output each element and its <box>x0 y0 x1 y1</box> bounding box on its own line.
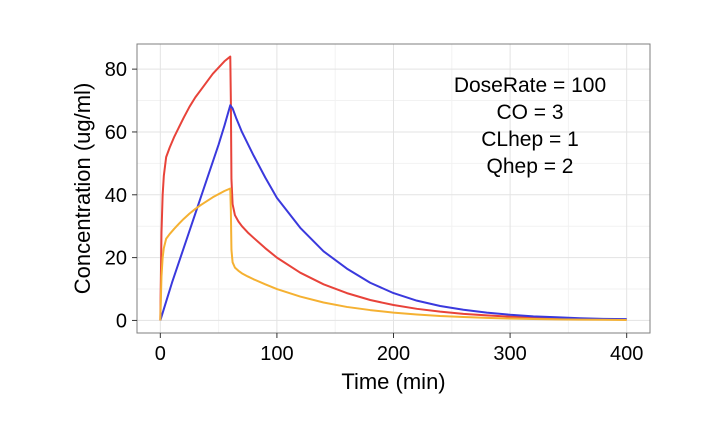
series-line-3 <box>159 187 627 321</box>
x-tick-label: 400 <box>610 343 643 365</box>
annotation-dose-rate: DoseRate = 100 <box>454 74 606 97</box>
y-tick-label: 60 <box>105 122 127 144</box>
parameter-annotation: DoseRate = 100 CO = 3 CLhep = 1 Qhep = 2 <box>454 74 606 178</box>
x-tick-label: 300 <box>493 343 526 365</box>
y-tick-label: 80 <box>105 59 127 81</box>
x-tick-label: 100 <box>260 343 293 365</box>
y-tick-label: 20 <box>105 248 127 270</box>
grid <box>137 44 650 333</box>
series-line-1 <box>159 55 627 321</box>
y-tick-label: 0 <box>116 310 127 332</box>
x-axis-title: Time (min) <box>341 369 445 394</box>
series-line-2 <box>159 104 627 321</box>
axis-ticks: 0 100 200 300 400 0 20 40 60 80 <box>105 59 644 365</box>
y-tick-label: 40 <box>105 185 127 207</box>
annotation-qhep: Qhep = 2 <box>487 155 574 178</box>
x-tick-label: 0 <box>155 343 166 365</box>
series-lines <box>159 55 627 321</box>
y-axis-title: Concentration (ug/ml) <box>70 83 95 295</box>
annotation-co: CO = 3 <box>496 101 563 124</box>
x-tick-label: 200 <box>377 343 410 365</box>
annotation-clhep: CLhep = 1 <box>481 128 579 151</box>
